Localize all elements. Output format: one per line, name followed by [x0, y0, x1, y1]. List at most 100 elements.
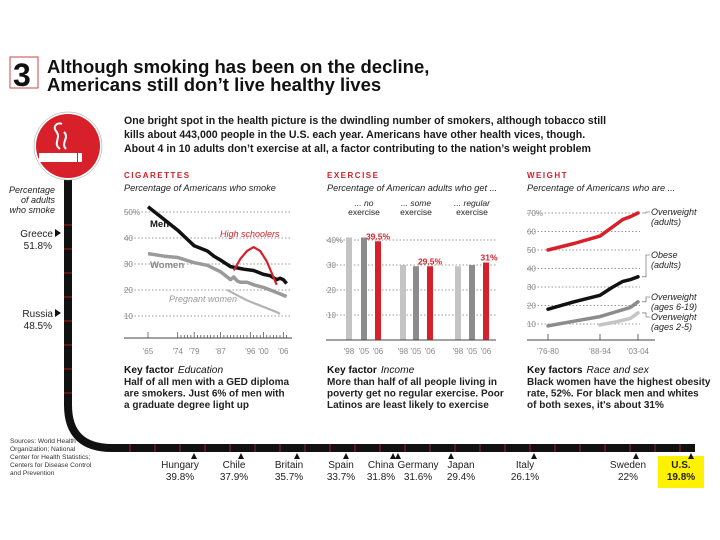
y-tick-label: 20: [124, 286, 133, 295]
series-label: (ages 6-19): [651, 302, 697, 312]
arrow-right-icon: [55, 229, 61, 237]
y-tick-label: 50%: [124, 208, 140, 217]
source-line: Sources: World Health: [10, 438, 76, 445]
key-factor-heading: Key factors Race and sex: [527, 365, 650, 376]
intro-line: kills about 443,000 people in the U.S. e…: [124, 129, 585, 141]
key-factor-text: Half of all men with a GED diploma: [124, 377, 289, 388]
series-label: (adults): [651, 217, 681, 227]
series-line: [546, 300, 640, 328]
series-line-pregnant-women: [226, 289, 281, 315]
country-name: Hungary: [161, 460, 199, 471]
country-value: 31.8%: [367, 472, 395, 483]
group-label: exercise: [400, 207, 432, 217]
data-label: 39.5%: [366, 231, 391, 241]
leader-line: [642, 312, 650, 318]
key-factor-text: rate, 52%. For black men and whites: [527, 389, 699, 400]
x-tick-label: '06: [278, 347, 289, 356]
y-tick-label: 40: [124, 234, 133, 243]
y-tick-label: 10: [124, 312, 133, 321]
series-label: Obese: [651, 250, 678, 260]
group-label: exercise: [348, 207, 380, 217]
group-label: ... some: [401, 198, 432, 208]
cigarettes-chart: CIGARETTES Percentage of Americans who sm…: [124, 171, 292, 411]
section-label: EXERCISE: [327, 171, 379, 180]
x-tick-label: '98: [344, 347, 355, 356]
arrow-right-icon: [55, 309, 61, 317]
x-tick-label: '05: [411, 347, 422, 356]
series-label: (adults): [651, 260, 681, 270]
series-line-women: [147, 251, 288, 299]
page-title-line2: Americans still don’t live healthy lives: [47, 74, 381, 95]
series-line-high-schoolers: [232, 246, 278, 286]
chart-title: Percentage of Americans who are ...: [527, 183, 675, 193]
no-smoking-sign-icon: [33, 111, 103, 181]
series-label: High schoolers: [220, 229, 280, 239]
country-value: 19.8%: [667, 472, 695, 483]
key-factor-text: More than half of all people living in: [327, 377, 497, 388]
group-label: ... no: [355, 198, 374, 208]
leader-line: [642, 211, 650, 214]
country-name: Spain: [328, 460, 354, 471]
x-tick-label: '00: [258, 347, 269, 356]
series-line: [546, 211, 640, 252]
key-factor-text: poverty get no regular exercise. Poor: [327, 389, 504, 400]
key-factor-label: Key factors: [527, 365, 583, 376]
key-factor-text: are smokers. Just 6% of men with: [124, 389, 285, 400]
leader-line: [642, 254, 650, 278]
country-value: 37.9%: [220, 472, 248, 483]
arrow-up-icon: [390, 453, 396, 459]
arrow-up-icon: [238, 453, 244, 459]
bar: [413, 266, 419, 340]
key-factor-label: Key factor: [327, 365, 377, 376]
bar: [361, 237, 367, 340]
country-value: 29.4%: [447, 472, 475, 483]
bar: [427, 266, 433, 340]
intro-line: One bright spot in the health picture is…: [124, 115, 606, 127]
x-tick-label: '05: [359, 347, 370, 356]
x-tick-label: '79: [189, 347, 200, 356]
key-factor-topic: Income: [381, 365, 415, 376]
arrow-up-icon: [395, 453, 401, 459]
chart-title: Percentage of Americans who smoke: [124, 183, 276, 193]
country-value: 31.6%: [404, 472, 432, 483]
source-line: Centers for Disease Control: [10, 462, 92, 469]
key-factor-heading: Key factor Income: [327, 365, 415, 376]
leader-line: [642, 296, 650, 303]
country-name: Britain: [275, 460, 303, 471]
data-label: 31%: [480, 253, 497, 263]
weight-chart: WEIGHT Percentage of Americans who are ..…: [527, 171, 711, 411]
country-name: Germany: [397, 460, 438, 471]
key-factor-heading: Key factor Education: [124, 365, 223, 376]
country-name: China: [368, 460, 395, 471]
x-tick-label: '03-04: [627, 347, 650, 356]
x-tick-label: '05: [467, 347, 478, 356]
section-label: WEIGHT: [527, 171, 568, 180]
arrow-up-icon: [343, 453, 349, 459]
source-line: and Prevention: [10, 470, 55, 477]
series-label: Women: [150, 260, 184, 271]
series-label: (ages 2-5): [651, 322, 692, 332]
series-label: Overweight: [651, 207, 697, 217]
page-title-line1: Although smoking has been on the decline…: [47, 56, 429, 77]
y-tick-label: 30: [527, 283, 536, 292]
arrow-up-icon: [531, 453, 537, 459]
x-tick-label: '06: [481, 347, 492, 356]
highlight-box: [658, 456, 704, 488]
bar: [455, 266, 461, 340]
key-factor-text: Black women have the highest obesity: [527, 377, 711, 388]
arrow-up-icon: [191, 453, 197, 459]
x-tick-label: '98: [453, 347, 464, 356]
bar: [400, 265, 406, 340]
timeline-label: of adults: [21, 195, 56, 205]
y-tick-label: 30: [124, 260, 133, 269]
country-name: Sweden: [610, 460, 646, 471]
source-line: Center for Health Statistics;: [10, 454, 90, 461]
x-tick-label: '98: [398, 347, 409, 356]
series-label: Men: [150, 219, 169, 230]
timeline-ticks: [64, 224, 681, 452]
country-name: Greece: [20, 229, 53, 240]
